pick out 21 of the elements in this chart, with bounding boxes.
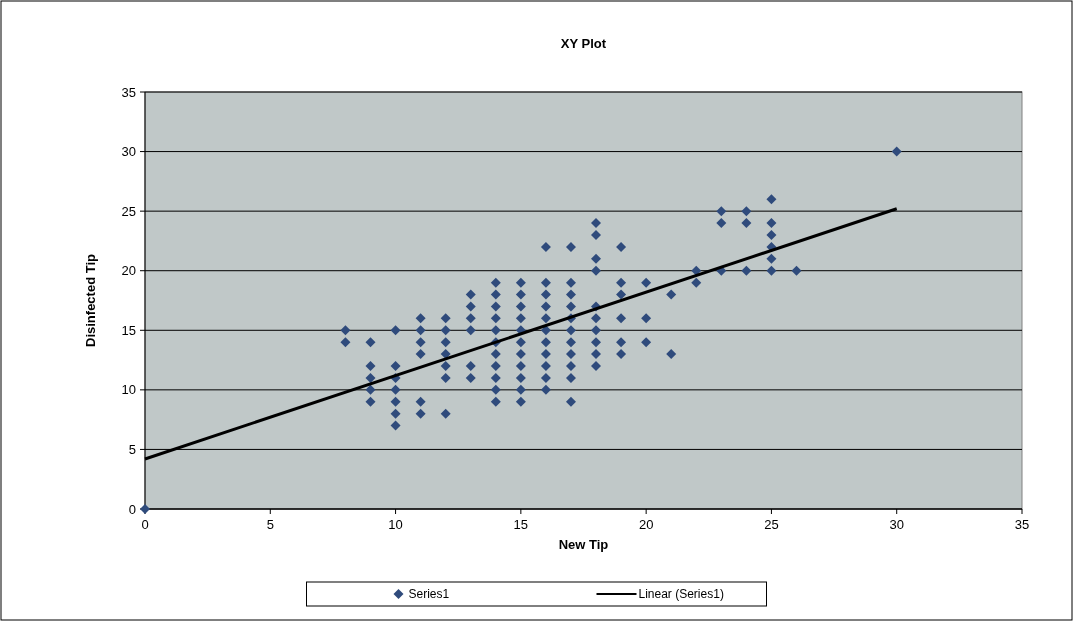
y-tick-label: 0 bbox=[128, 501, 136, 517]
y-tick-label: 20 bbox=[121, 263, 136, 279]
y-tick-label: 30 bbox=[121, 144, 136, 160]
legend-label: Linear (Series1) bbox=[638, 587, 724, 602]
y-tick-label: 35 bbox=[121, 84, 136, 100]
y-tick-label: 25 bbox=[121, 203, 136, 219]
y-axis-title: Disinfected Tip bbox=[83, 253, 98, 347]
x-axis-title: New Tip bbox=[558, 537, 609, 552]
y-tick-label: 15 bbox=[121, 322, 136, 338]
legend-label: Series1 bbox=[408, 587, 450, 602]
chart-title: XY Plot bbox=[560, 36, 607, 51]
x-tick-label: 5 bbox=[266, 517, 274, 532]
x-tick-label: 30 bbox=[889, 517, 904, 532]
y-tick-label: 5 bbox=[128, 441, 136, 457]
x-tick-label: 20 bbox=[638, 517, 654, 532]
x-tick-label: 0 bbox=[141, 517, 149, 532]
y-tick-label: 10 bbox=[121, 382, 136, 398]
x-tick-label: 25 bbox=[764, 517, 779, 532]
x-tick-label: 10 bbox=[388, 517, 403, 532]
x-tick-label: 15 bbox=[513, 517, 529, 532]
x-tick-label: 35 bbox=[1014, 517, 1030, 532]
